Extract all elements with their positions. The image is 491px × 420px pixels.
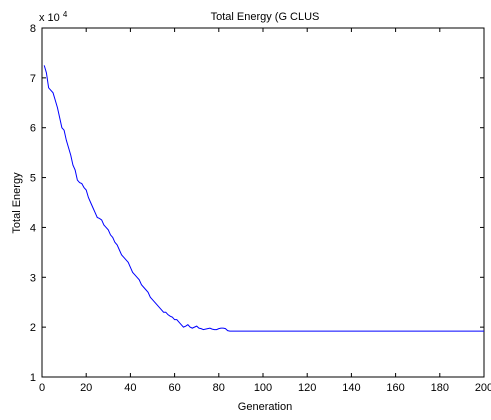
chart-title: Total Energy (G CLUS bbox=[211, 11, 320, 23]
y-tick-label: 4 bbox=[30, 222, 36, 234]
x-tick-label: 60 bbox=[168, 382, 180, 394]
x-tick-label: 160 bbox=[386, 382, 404, 394]
y-tick-label: 8 bbox=[30, 23, 36, 35]
x-axis-label: Generation bbox=[238, 401, 292, 413]
y-axis-exponent-prefix: x 10 bbox=[39, 12, 60, 24]
y-tick-label: 1 bbox=[30, 372, 36, 384]
plot-area-frame bbox=[41, 27, 485, 378]
y-tick-label: 5 bbox=[30, 173, 36, 185]
y-axis-exponent-label: x 10 4 bbox=[39, 10, 68, 25]
x-tick-label: 180 bbox=[431, 382, 449, 394]
y-tick-label: 6 bbox=[30, 123, 36, 135]
x-tick-label: 120 bbox=[298, 382, 316, 394]
y-axis-exponent-power: 4 bbox=[63, 10, 68, 19]
series-line bbox=[43, 65, 484, 332]
y-tick-label: 7 bbox=[30, 73, 36, 85]
x-tick-label: 20 bbox=[80, 382, 92, 394]
x-tick-label: 200 bbox=[475, 382, 491, 394]
y-tick-label: 2 bbox=[30, 322, 36, 334]
x-tick-label: 140 bbox=[342, 382, 360, 394]
x-tick-label: 0 bbox=[39, 382, 45, 394]
plot-layer: 0 20 40 60 80 100 120 140 160 180 200 1 2 3 4 5 6 7 8 bbox=[30, 23, 491, 394]
y-axis-label: Total Energy bbox=[11, 172, 23, 234]
x-tick-label: 40 bbox=[124, 382, 136, 394]
x-tick-label: 80 bbox=[213, 382, 225, 394]
y-tick-label: 3 bbox=[30, 272, 36, 284]
x-tick-label: 100 bbox=[254, 382, 272, 394]
